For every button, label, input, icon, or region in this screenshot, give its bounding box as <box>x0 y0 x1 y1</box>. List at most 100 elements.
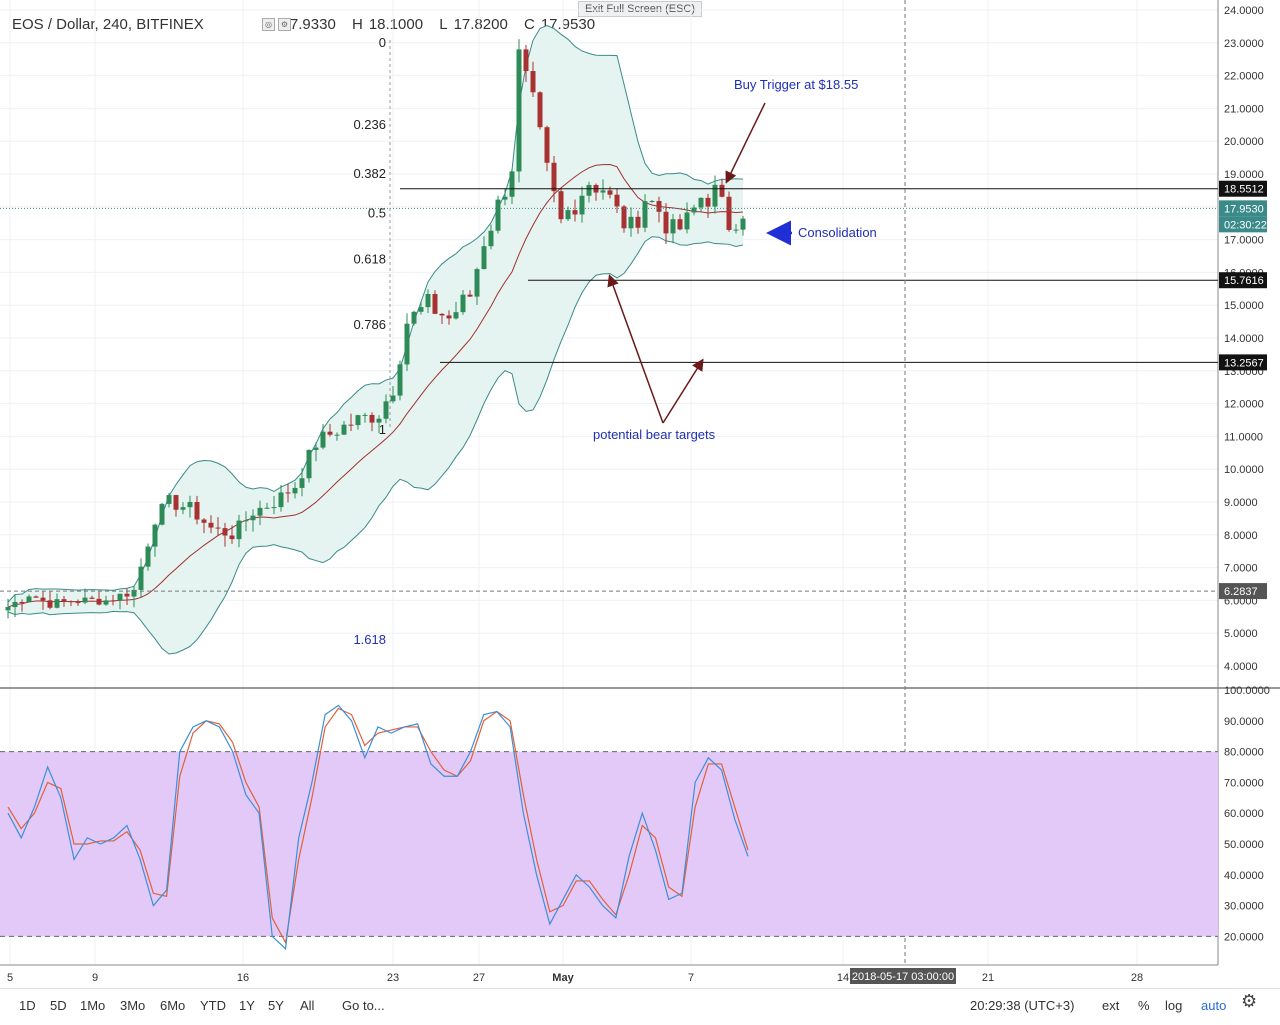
price-tick-label: 17.0000 <box>1224 235 1264 247</box>
candle-body <box>131 589 137 597</box>
candle-body <box>474 269 480 297</box>
candle-body <box>677 219 683 230</box>
timeframe-button-all[interactable]: All <box>300 998 315 1013</box>
price-tick-label: 14.0000 <box>1224 333 1264 345</box>
timeframe-button-1mo[interactable]: 1Mo <box>80 998 106 1013</box>
candle-body <box>257 507 263 516</box>
bollinger-bands <box>7 24 744 655</box>
price-tick-label: 7.0000 <box>1224 563 1258 575</box>
crosshair-price-badge-bg <box>1219 583 1267 600</box>
candle-body <box>523 49 529 72</box>
candle-body <box>236 520 242 540</box>
fib-label: 0.5 <box>368 205 386 220</box>
price-axis: 24.0000 23.0000 22.0000 21.0000 20.0000 19.00… <box>1219 5 1270 943</box>
candle-body <box>726 196 732 230</box>
candle-body <box>5 607 11 611</box>
candle-body <box>614 194 620 207</box>
candle-body <box>670 219 676 234</box>
candle-body <box>12 601 18 608</box>
timeframe-button-6mo[interactable]: 6Mo <box>160 998 186 1013</box>
price-tick-label: 19.0000 <box>1224 169 1264 181</box>
candle-body <box>621 206 627 229</box>
timeframe-button-3mo[interactable]: 3Mo <box>120 998 146 1013</box>
candle-body <box>285 492 291 494</box>
candle-body <box>173 495 179 510</box>
candle-body <box>544 127 550 163</box>
log-toggle[interactable]: log <box>1165 998 1183 1013</box>
stochastic-oscillator <box>0 704 1218 950</box>
symbol-title[interactable]: EOS / Dollar, 240, BITFINEX <box>12 16 204 33</box>
eye-icon[interactable]: ◎ <box>262 18 275 31</box>
goto-button[interactable]: Go to... <box>342 998 385 1013</box>
countdown-badge-bg <box>1219 216 1267 233</box>
osc-tick-label: 30.0000 <box>1224 901 1264 913</box>
candle-body <box>54 599 60 608</box>
gear-icon[interactable]: ⚙ <box>1241 991 1258 1011</box>
candle-body <box>642 201 648 228</box>
date-axis: 5 9 16 23 27 May 7 14 21 28 2018-05-17 03:00:00 <box>7 968 1143 984</box>
candle-body <box>740 218 746 230</box>
candle-body <box>691 207 697 213</box>
price-tick-label: 21.0000 <box>1224 103 1264 115</box>
candle-body <box>348 424 354 426</box>
date-tick-label: 23 <box>387 972 399 984</box>
candle-body <box>222 528 228 536</box>
candle-body <box>320 431 326 448</box>
fibonacci-labels: 0 0.236 0.382 0.5 0.618 0.786 1 1.618 <box>353 35 386 647</box>
exit-full-screen-button[interactable]: Exit Full Screen (ESC) <box>578 1 703 17</box>
bollinger-fill <box>8 25 743 655</box>
candle-body <box>68 601 74 603</box>
bear-target-arrow-1 <box>607 274 664 424</box>
candle-body <box>446 315 452 319</box>
percent-toggle[interactable]: % <box>1138 998 1150 1013</box>
candle-body <box>656 200 662 212</box>
price-tick-label: 23.0000 <box>1224 38 1264 50</box>
candle-body <box>61 599 67 602</box>
candle-body <box>411 311 417 324</box>
price-tick-label: 15.0000 <box>1224 300 1264 312</box>
candles <box>5 39 746 619</box>
candle-body <box>551 162 557 192</box>
osc-tick-label: 50.0000 <box>1224 839 1264 851</box>
timeframe-button-5y[interactable]: 5Y <box>268 998 284 1013</box>
candle-body <box>215 527 221 529</box>
candle-body <box>306 449 312 479</box>
ohlc-legend: EOS / Dollar, 240, BITFINEX O17.9330 H18… <box>12 16 607 33</box>
timeframe-button-1d[interactable]: 1D <box>19 998 36 1013</box>
crosshair-date-label: 2018-05-17 03:00:00 <box>852 971 954 983</box>
auto-toggle[interactable]: auto <box>1201 998 1227 1013</box>
chart-header: EOS / Dollar, 240, BITFINEX O17.9330 H18… <box>0 0 1218 33</box>
price-tick-label: 4.0000 <box>1224 661 1258 673</box>
bear-target-arrow-2 <box>662 358 704 424</box>
timeframe-button-1y[interactable]: 1Y <box>239 998 255 1013</box>
price-tick-label: 12.0000 <box>1224 399 1264 411</box>
date-tick-label: 28 <box>1131 972 1143 984</box>
chart-canvas[interactable]: 0 0.236 0.382 0.5 0.618 0.786 1 1.618 24.0000 23… <box>0 0 1280 988</box>
osc-tick-label: 80.0000 <box>1224 747 1264 759</box>
candle-body <box>229 535 235 540</box>
ext-toggle[interactable]: ext <box>1102 998 1120 1013</box>
osc-tick-label: 90.0000 <box>1224 716 1264 728</box>
horizontal-levels <box>0 0 1218 965</box>
candle-body <box>397 364 403 396</box>
candle-body <box>719 184 725 197</box>
legend-icons[interactable]: ◎ ⚙ <box>262 18 291 31</box>
bottom-toolbar: 1D 5D 1Mo 3Mo 6Mo YTD 1Y 5Y All Go to... 20:29:3… <box>0 988 1280 1025</box>
candle-body <box>383 401 389 419</box>
settings-icon[interactable]: ⚙ <box>278 18 291 31</box>
osc-tick-label: 100.0000 <box>1224 685 1270 697</box>
candle-body <box>586 184 592 196</box>
candle-body <box>40 597 46 601</box>
candle-body <box>152 524 158 547</box>
candle-body <box>509 171 515 197</box>
candle-body <box>530 71 536 93</box>
timeframe-button-5d[interactable]: 5D <box>50 998 67 1013</box>
timeframe-button-ytd[interactable]: YTD <box>200 998 226 1013</box>
candle-body <box>404 323 410 365</box>
candle-body <box>600 190 606 193</box>
stoch-band-fill <box>0 751 1218 937</box>
osc-tick-label: 70.0000 <box>1224 777 1264 789</box>
price-tick-label: 9.0000 <box>1224 497 1258 509</box>
bollinger-lower-line <box>7 236 744 655</box>
annotations: Buy Trigger at $18.55 Consolidation potent… <box>593 77 877 442</box>
